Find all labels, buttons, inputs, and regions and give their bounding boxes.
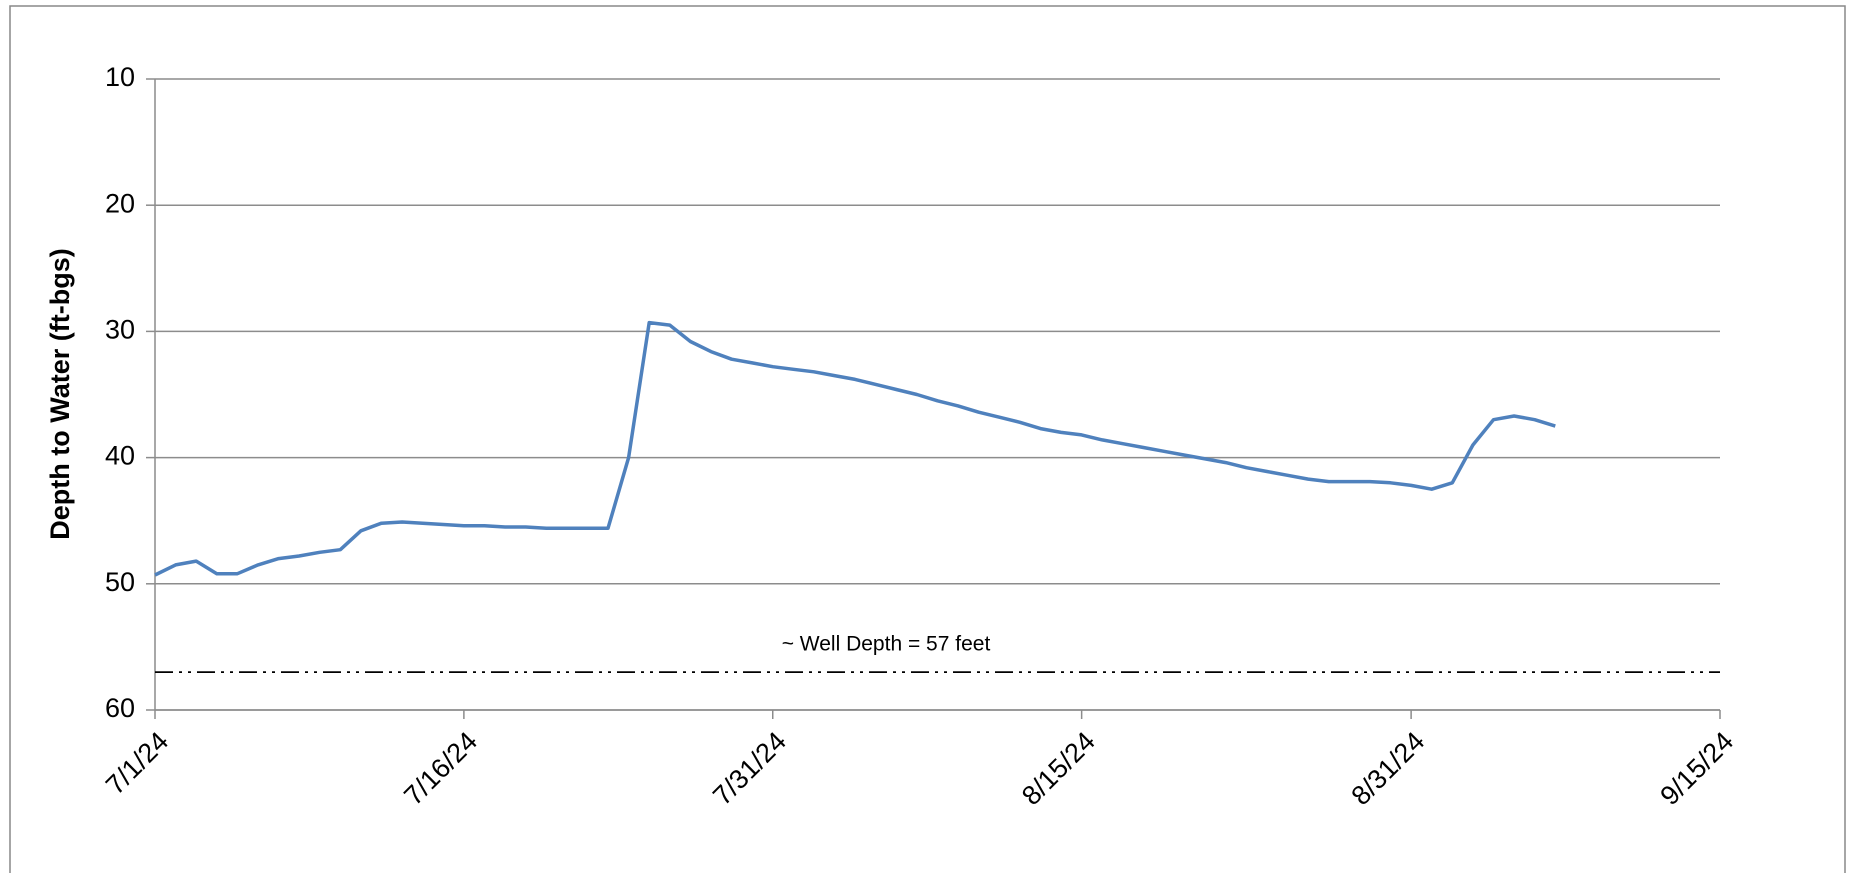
x-tick-label: 9/15/24 xyxy=(1654,726,1739,811)
x-tick-label: 8/31/24 xyxy=(1345,726,1430,811)
x-tick-label: 7/1/24 xyxy=(100,726,174,800)
x-tick-label: 8/15/24 xyxy=(1016,726,1101,811)
chart-border xyxy=(9,5,1846,873)
y-tick-label: 40 xyxy=(105,441,135,471)
y-tick-label: 30 xyxy=(105,315,135,345)
y-tick-label: 10 xyxy=(105,62,135,92)
y-tick-label: 20 xyxy=(105,188,135,218)
reference-label: ~ Well Depth = 57 feet xyxy=(782,633,991,656)
y-tick-label: 60 xyxy=(105,693,135,723)
x-tick-label: 7/31/24 xyxy=(707,726,792,811)
y-tick-label: 50 xyxy=(105,567,135,597)
y-axis-label: Depth to Water (ft-bgs) xyxy=(45,248,75,539)
x-tick-label: 7/16/24 xyxy=(398,726,483,811)
data-line xyxy=(154,320,1556,577)
